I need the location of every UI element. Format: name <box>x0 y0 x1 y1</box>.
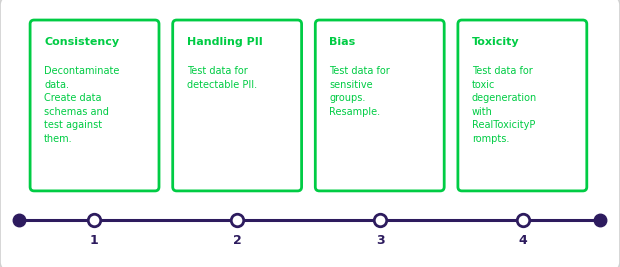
Text: 2: 2 <box>233 234 242 247</box>
Text: Consistency: Consistency <box>44 37 119 47</box>
Text: Test data for
toxic
degeneration
with
RealToxicityP
rompts.: Test data for toxic degeneration with Re… <box>472 66 537 144</box>
Text: 3: 3 <box>376 234 384 247</box>
Text: Toxicity: Toxicity <box>472 37 520 47</box>
FancyBboxPatch shape <box>316 20 444 191</box>
Text: Handling PII: Handling PII <box>187 37 262 47</box>
Text: Bias: Bias <box>329 37 355 47</box>
Text: Test data for
detectable PII.: Test data for detectable PII. <box>187 66 257 90</box>
Text: 4: 4 <box>518 234 527 247</box>
Text: Test data for
sensitive
groups.
Resample.: Test data for sensitive groups. Resample… <box>329 66 390 117</box>
FancyBboxPatch shape <box>458 20 587 191</box>
FancyBboxPatch shape <box>30 20 159 191</box>
Text: Decontaminate
data.
Create data
schemas and
test against
them.: Decontaminate data. Create data schemas … <box>44 66 120 144</box>
Text: 1: 1 <box>90 234 99 247</box>
FancyBboxPatch shape <box>173 20 301 191</box>
